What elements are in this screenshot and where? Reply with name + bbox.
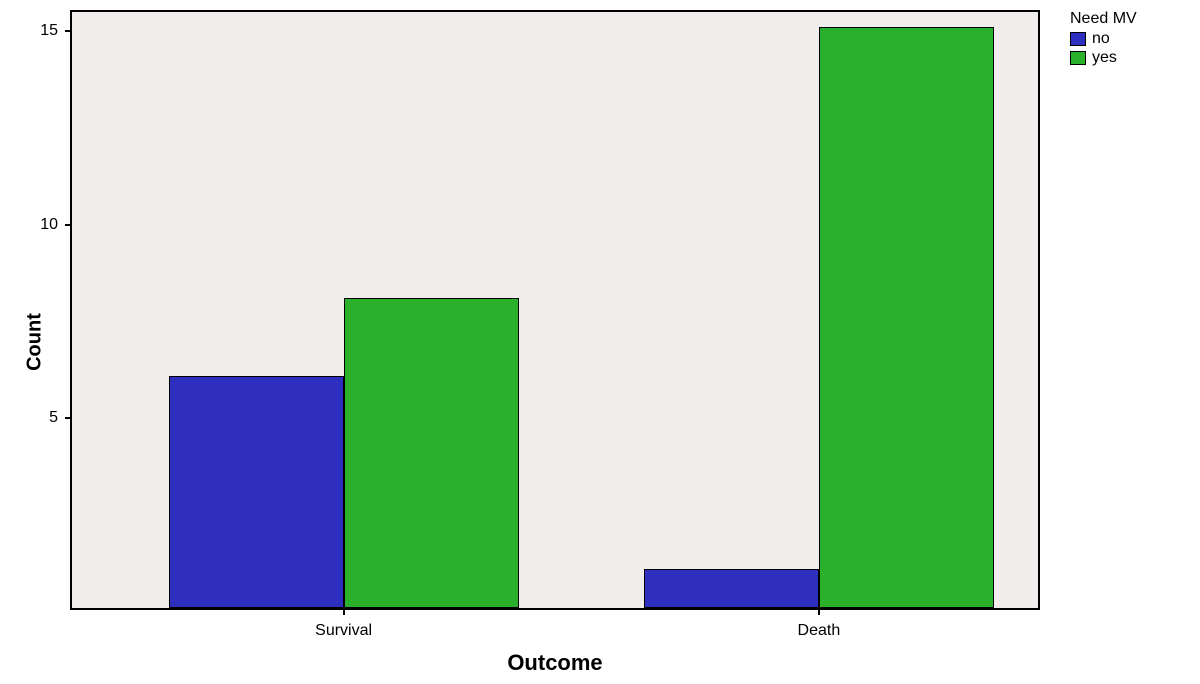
legend-item: no bbox=[1070, 30, 1137, 48]
bar bbox=[819, 27, 994, 608]
x-axis-label: Outcome bbox=[70, 650, 1040, 676]
chart-wrapper: Count 51015 SurvivalDeath Outcome bbox=[0, 0, 1060, 684]
bar bbox=[344, 298, 519, 608]
legend-label: yes bbox=[1092, 49, 1117, 67]
x-tick-label: Survival bbox=[315, 608, 372, 640]
legend-items: noyes bbox=[1070, 30, 1137, 67]
y-tick-label: 15 bbox=[40, 22, 72, 40]
legend-label: no bbox=[1092, 30, 1110, 48]
legend: Need MV noyes bbox=[1070, 10, 1137, 68]
legend-swatch bbox=[1070, 51, 1086, 65]
bar bbox=[169, 376, 344, 608]
y-tick-label: 5 bbox=[49, 409, 72, 427]
y-axis-label: Count bbox=[23, 313, 46, 371]
bar bbox=[644, 569, 819, 608]
x-tick-label: Death bbox=[798, 608, 841, 640]
legend-swatch bbox=[1070, 32, 1086, 46]
y-tick-label: 10 bbox=[40, 216, 72, 234]
plot-area: 51015 SurvivalDeath bbox=[70, 10, 1040, 610]
chart-container: Count 51015 SurvivalDeath Outcome Need M… bbox=[0, 0, 1200, 684]
legend-title: Need MV bbox=[1070, 10, 1137, 28]
legend-item: yes bbox=[1070, 49, 1137, 67]
